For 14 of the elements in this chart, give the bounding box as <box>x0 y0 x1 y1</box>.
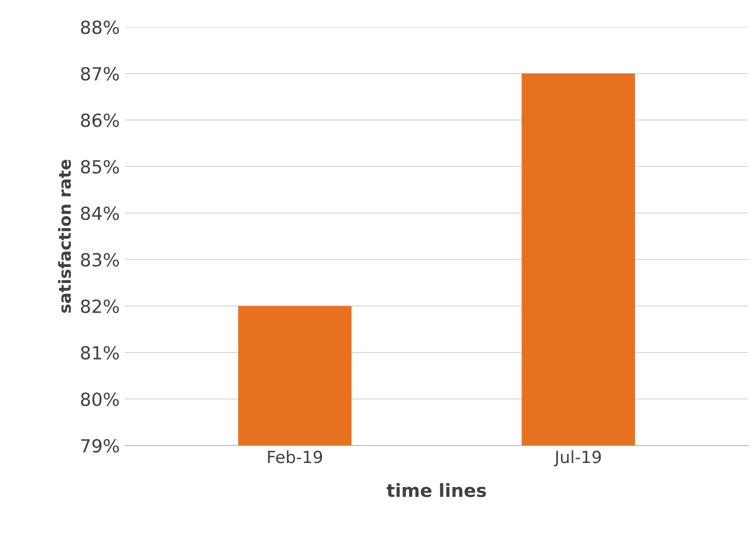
x-tick-label: Jul-19 <box>554 450 601 466</box>
y-tick-label: 85% <box>80 160 119 174</box>
y-axis-title: satisfaction rate <box>58 160 71 313</box>
y-tick-label: 81% <box>80 346 119 360</box>
y-tick-label: 82% <box>80 299 119 314</box>
y-tick-label: 87% <box>80 66 119 81</box>
x-axis-title: time lines <box>386 483 486 498</box>
y-tick-label: 80% <box>80 392 119 406</box>
y-tick-label: 83% <box>80 252 119 267</box>
y-tick-label: 88% <box>80 20 119 34</box>
x-tick-label: Feb-19 <box>268 450 322 464</box>
y-tick-label: 79% <box>81 438 119 453</box>
y-tick-label: 86% <box>80 113 119 128</box>
y-tick-label: 84% <box>80 206 119 220</box>
